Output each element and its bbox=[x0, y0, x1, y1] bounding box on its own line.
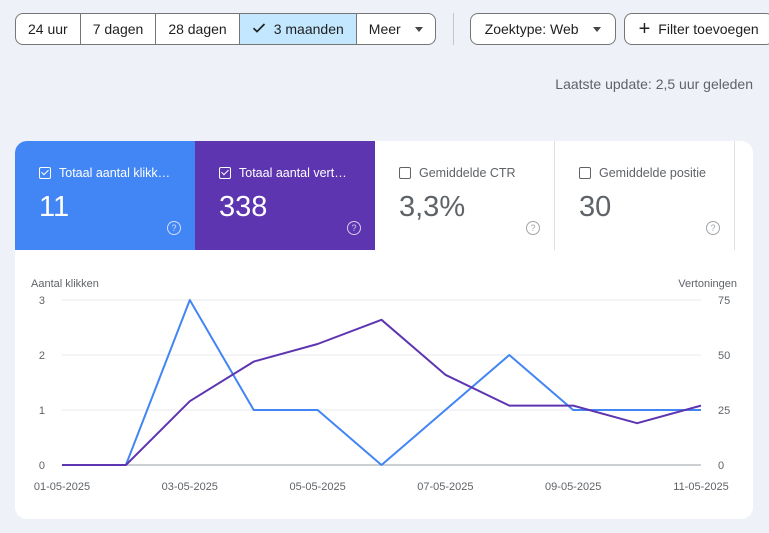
y-right-tick-label: 25 bbox=[718, 405, 730, 417]
y-axis-right-title: Vertoningen bbox=[678, 278, 737, 290]
performance-card: Totaal aantal klikk… 11 ? Totaal aantal … bbox=[15, 141, 753, 519]
help-icon[interactable]: ? bbox=[526, 221, 540, 235]
x-tick-label: 05-05-2025 bbox=[289, 481, 345, 493]
check-icon bbox=[252, 21, 266, 37]
checkbox-unchecked-icon[interactable] bbox=[579, 167, 591, 179]
help-icon[interactable]: ? bbox=[706, 221, 720, 235]
checkbox-checked-icon[interactable] bbox=[219, 167, 231, 179]
performance-chart: Aantal klikken Vertoningen 0 1 2 3 0 25 50 75 01-0… bbox=[31, 278, 737, 493]
y-right-tick-label: 50 bbox=[718, 350, 730, 362]
y-left-tick-label: 1 bbox=[39, 405, 45, 417]
metric-value: 338 bbox=[219, 191, 268, 223]
metric-label: Gemiddelde CTR bbox=[419, 166, 516, 180]
metric-total-impressions[interactable]: Totaal aantal vert… 338 ? bbox=[195, 141, 375, 250]
series-line-impressions bbox=[62, 318, 702, 466]
chevron-down-icon bbox=[414, 26, 423, 32]
checkbox-unchecked-icon[interactable] bbox=[399, 167, 411, 179]
metric-value: 3,3% bbox=[399, 191, 466, 223]
metric-label: Totaal aantal vert… bbox=[239, 166, 347, 180]
metric-label: Totaal aantal klikk… bbox=[59, 166, 171, 180]
y-left-tick-label: 0 bbox=[39, 460, 45, 472]
last-update-text: Laatste update: 2,5 uur geleden bbox=[555, 76, 753, 92]
toolbar-divider bbox=[452, 13, 454, 45]
x-tick-label: 01-05-2025 bbox=[34, 481, 90, 493]
series-line-clicks bbox=[62, 299, 701, 466]
x-tick-label: 03-05-2025 bbox=[162, 481, 218, 493]
y-left-tick-label: 2 bbox=[39, 350, 45, 362]
y-axis-left-title: Aantal klikken bbox=[31, 278, 99, 290]
add-filter-button[interactable]: + Filter toevoegen bbox=[623, 13, 769, 45]
date-range-selector: 24 uur 7 dagen 28 dagen 3 maanden Meer bbox=[15, 13, 436, 45]
filter-toolbar: 24 uur 7 dagen 28 dagen 3 maanden Meer Z… bbox=[15, 13, 769, 45]
x-tick-label: 11-05-2025 bbox=[673, 481, 728, 493]
x-tick-label: 07-05-2025 bbox=[417, 481, 473, 493]
metric-tiles: Totaal aantal klikk… 11 ? Totaal aantal … bbox=[15, 141, 753, 250]
help-icon[interactable]: ? bbox=[347, 221, 361, 235]
x-tick-label: 09-05-2025 bbox=[545, 481, 601, 493]
plus-icon: + bbox=[638, 18, 651, 40]
y-right-tick-label: 75 bbox=[718, 295, 730, 307]
metric-total-clicks[interactable]: Totaal aantal klikk… 11 ? bbox=[15, 141, 195, 250]
metric-label: Gemiddelde positie bbox=[599, 166, 707, 180]
checkbox-checked-icon[interactable] bbox=[39, 167, 51, 179]
search-type-dropdown[interactable]: Zoektype: Web bbox=[469, 13, 616, 45]
date-range-24h[interactable]: 24 uur bbox=[16, 14, 81, 44]
date-range-3m[interactable]: 3 maanden bbox=[239, 14, 357, 44]
date-range-more[interactable]: Meer bbox=[357, 14, 435, 44]
metric-value: 30 bbox=[579, 191, 612, 223]
date-range-7d[interactable]: 7 dagen bbox=[81, 14, 157, 44]
y-right-tick-label: 0 bbox=[718, 460, 724, 472]
chevron-down-icon bbox=[592, 26, 601, 32]
help-icon[interactable]: ? bbox=[167, 221, 181, 235]
metric-value: 11 bbox=[39, 191, 70, 223]
metric-average-position[interactable]: Gemiddelde positie 30 ? bbox=[555, 141, 735, 250]
date-range-28d[interactable]: 28 dagen bbox=[156, 14, 240, 44]
y-left-tick-label: 3 bbox=[39, 295, 45, 307]
metric-average-ctr[interactable]: Gemiddelde CTR 3,3% ? bbox=[375, 141, 555, 250]
